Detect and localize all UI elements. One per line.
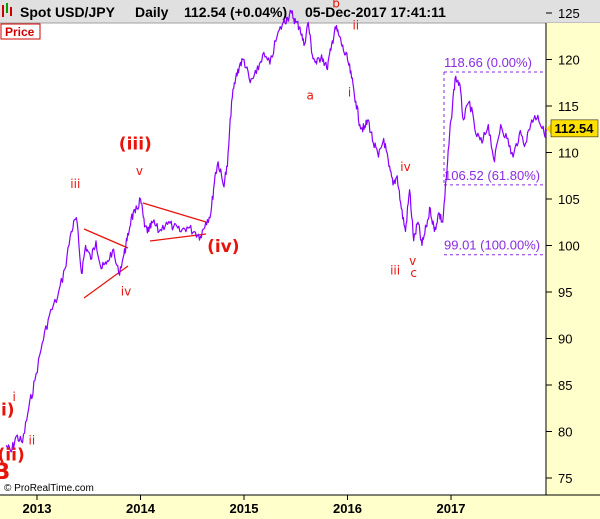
fib-level-label: 106.52 (61.80%) xyxy=(444,168,540,183)
last-price-marker: 112.54 xyxy=(546,119,599,138)
y-tick-label: 100 xyxy=(558,239,580,254)
x-axis-ticks: 2013 2014 2015 2016 2017 xyxy=(23,495,466,516)
wave-label: i xyxy=(13,390,16,404)
header-icon xyxy=(2,3,12,17)
wave-label: iv xyxy=(121,285,131,299)
price-series-line xyxy=(5,9,548,453)
fib-level-label: 118.66 (0.00%) xyxy=(444,55,532,70)
header-bar xyxy=(0,0,600,23)
y-tick-label: 120 xyxy=(558,53,580,68)
wave-label: a xyxy=(307,88,314,102)
header-instrument: Spot USD/JPY xyxy=(20,4,116,20)
trendline-upper-1 xyxy=(83,228,129,249)
x-tick-label: 2016 xyxy=(333,501,362,516)
wave-label: iv xyxy=(400,160,410,174)
wave-label: v xyxy=(136,164,143,178)
wave-label: iii xyxy=(390,263,400,277)
trendline-lower-2 xyxy=(149,233,207,242)
y-tick-label: 90 xyxy=(558,332,572,347)
wave-label: ii xyxy=(28,434,35,448)
fibonacci-levels: 118.66 (0.00%) 106.52 (61.80%) 99.01 (100.… xyxy=(443,55,546,256)
x-tick-label: 2014 xyxy=(126,501,156,516)
copyright: © ProRealTime.com xyxy=(4,483,94,494)
wave-label: v xyxy=(409,254,416,268)
last-price-label: 112.54 xyxy=(554,121,594,136)
y-tick-label: 110 xyxy=(558,146,579,161)
wave-label: iii xyxy=(70,177,80,191)
y-tick-label: 105 xyxy=(558,192,580,207)
wave-label: b xyxy=(332,0,340,10)
y-axis-background xyxy=(546,23,600,495)
y-axis-ticks: 75 80 85 90 95 100 105 110 115 120 125 xyxy=(546,6,580,486)
wave-label: (iv) xyxy=(207,237,239,257)
x-tick-label: 2015 xyxy=(230,501,259,516)
price-panel-label: Price xyxy=(5,25,35,39)
fib-level-label: 99.01 (100.00%) xyxy=(444,238,540,253)
y-tick-label: 80 xyxy=(558,425,572,440)
x-tick-label: 2013 xyxy=(23,501,52,516)
y-tick-label: 125 xyxy=(558,6,580,21)
wave-trendlines xyxy=(83,202,207,299)
wave-label: c xyxy=(410,266,417,280)
price-panel-label-box xyxy=(0,23,41,40)
trendline-upper-2 xyxy=(142,202,207,223)
wave-label: (iii) xyxy=(119,135,152,155)
wave-label: i xyxy=(348,86,351,100)
header-last: 112.54 (+0.04%) xyxy=(184,4,287,20)
wave-label: B xyxy=(0,460,10,485)
y-tick-label: 95 xyxy=(558,285,572,300)
x-axis-background xyxy=(0,495,600,519)
wave-label: (ii) xyxy=(0,445,25,465)
wave-label: ii xyxy=(352,19,359,33)
x-tick-label: 2017 xyxy=(437,501,466,516)
header-datetime: 05-Dec-2017 17:41:11 xyxy=(305,4,446,20)
trendline-lower-1 xyxy=(83,265,129,299)
header-period: Daily xyxy=(135,4,169,20)
wave-label: (i) xyxy=(0,401,15,421)
y-tick-label: 85 xyxy=(558,378,572,393)
y-tick-label: 115 xyxy=(558,99,579,114)
y-tick-label: 75 xyxy=(558,471,572,486)
